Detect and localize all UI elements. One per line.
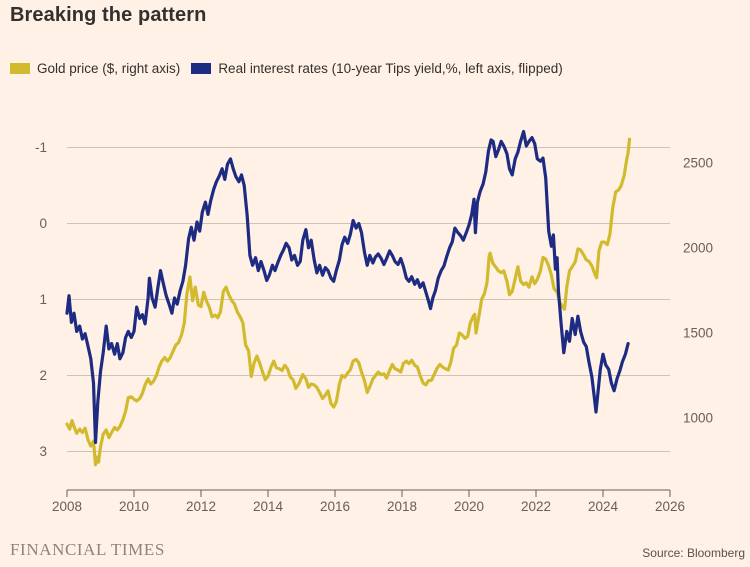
legend-label-gold-price: Gold price ($, right axis) bbox=[37, 61, 181, 76]
right-axis-tick-label: 1000 bbox=[683, 411, 713, 426]
x-axis-tick-label: 2024 bbox=[588, 499, 619, 514]
x-axis-tick-label: 2010 bbox=[119, 499, 149, 514]
chart-title: Breaking the pattern bbox=[10, 4, 207, 26]
gold-series-swatch bbox=[10, 63, 30, 74]
chart-legend: Gold price ($, right axis) Real interest… bbox=[10, 61, 563, 76]
left-axis-tick-label: 2 bbox=[39, 368, 47, 383]
x-axis-tick-label: 2008 bbox=[52, 499, 82, 514]
right-axis-tick-label: 1500 bbox=[683, 326, 713, 341]
left-axis-tick-label: 0 bbox=[39, 216, 47, 231]
real-rates-line bbox=[65, 129, 630, 444]
real-rates-series-swatch bbox=[191, 63, 212, 74]
x-axis-tick-label: 2018 bbox=[387, 499, 417, 514]
left-axis-tick-label: -1 bbox=[35, 140, 47, 155]
x-axis-tick-label: 2014 bbox=[253, 499, 284, 514]
x-axis-tick-label: 2026 bbox=[655, 499, 685, 514]
x-axis-tick-label: 2016 bbox=[320, 499, 350, 514]
legend-item-real-rates: Real interest rates (10-year Tips yield,… bbox=[191, 61, 563, 76]
source-attribution: Source: Bloomberg bbox=[642, 546, 745, 560]
left-axis-tick-label: 3 bbox=[39, 444, 47, 459]
legend-item-gold-price: Gold price ($, right axis) bbox=[10, 61, 180, 76]
x-axis-tick-label: 2022 bbox=[521, 499, 551, 514]
x-axis-tick-label: 2020 bbox=[454, 499, 484, 514]
legend-label-real-rates: Real interest rates (10-year Tips yield,… bbox=[218, 61, 563, 76]
financial-times-wordmark: FINANCIAL TIMES bbox=[10, 540, 165, 559]
right-axis-tick-label: 2000 bbox=[683, 241, 713, 256]
x-axis-tick-label: 2012 bbox=[186, 499, 216, 514]
gold-price-line bbox=[65, 137, 632, 467]
right-axis-tick-label: 2500 bbox=[683, 156, 713, 171]
left-axis-tick-label: 1 bbox=[39, 292, 47, 307]
